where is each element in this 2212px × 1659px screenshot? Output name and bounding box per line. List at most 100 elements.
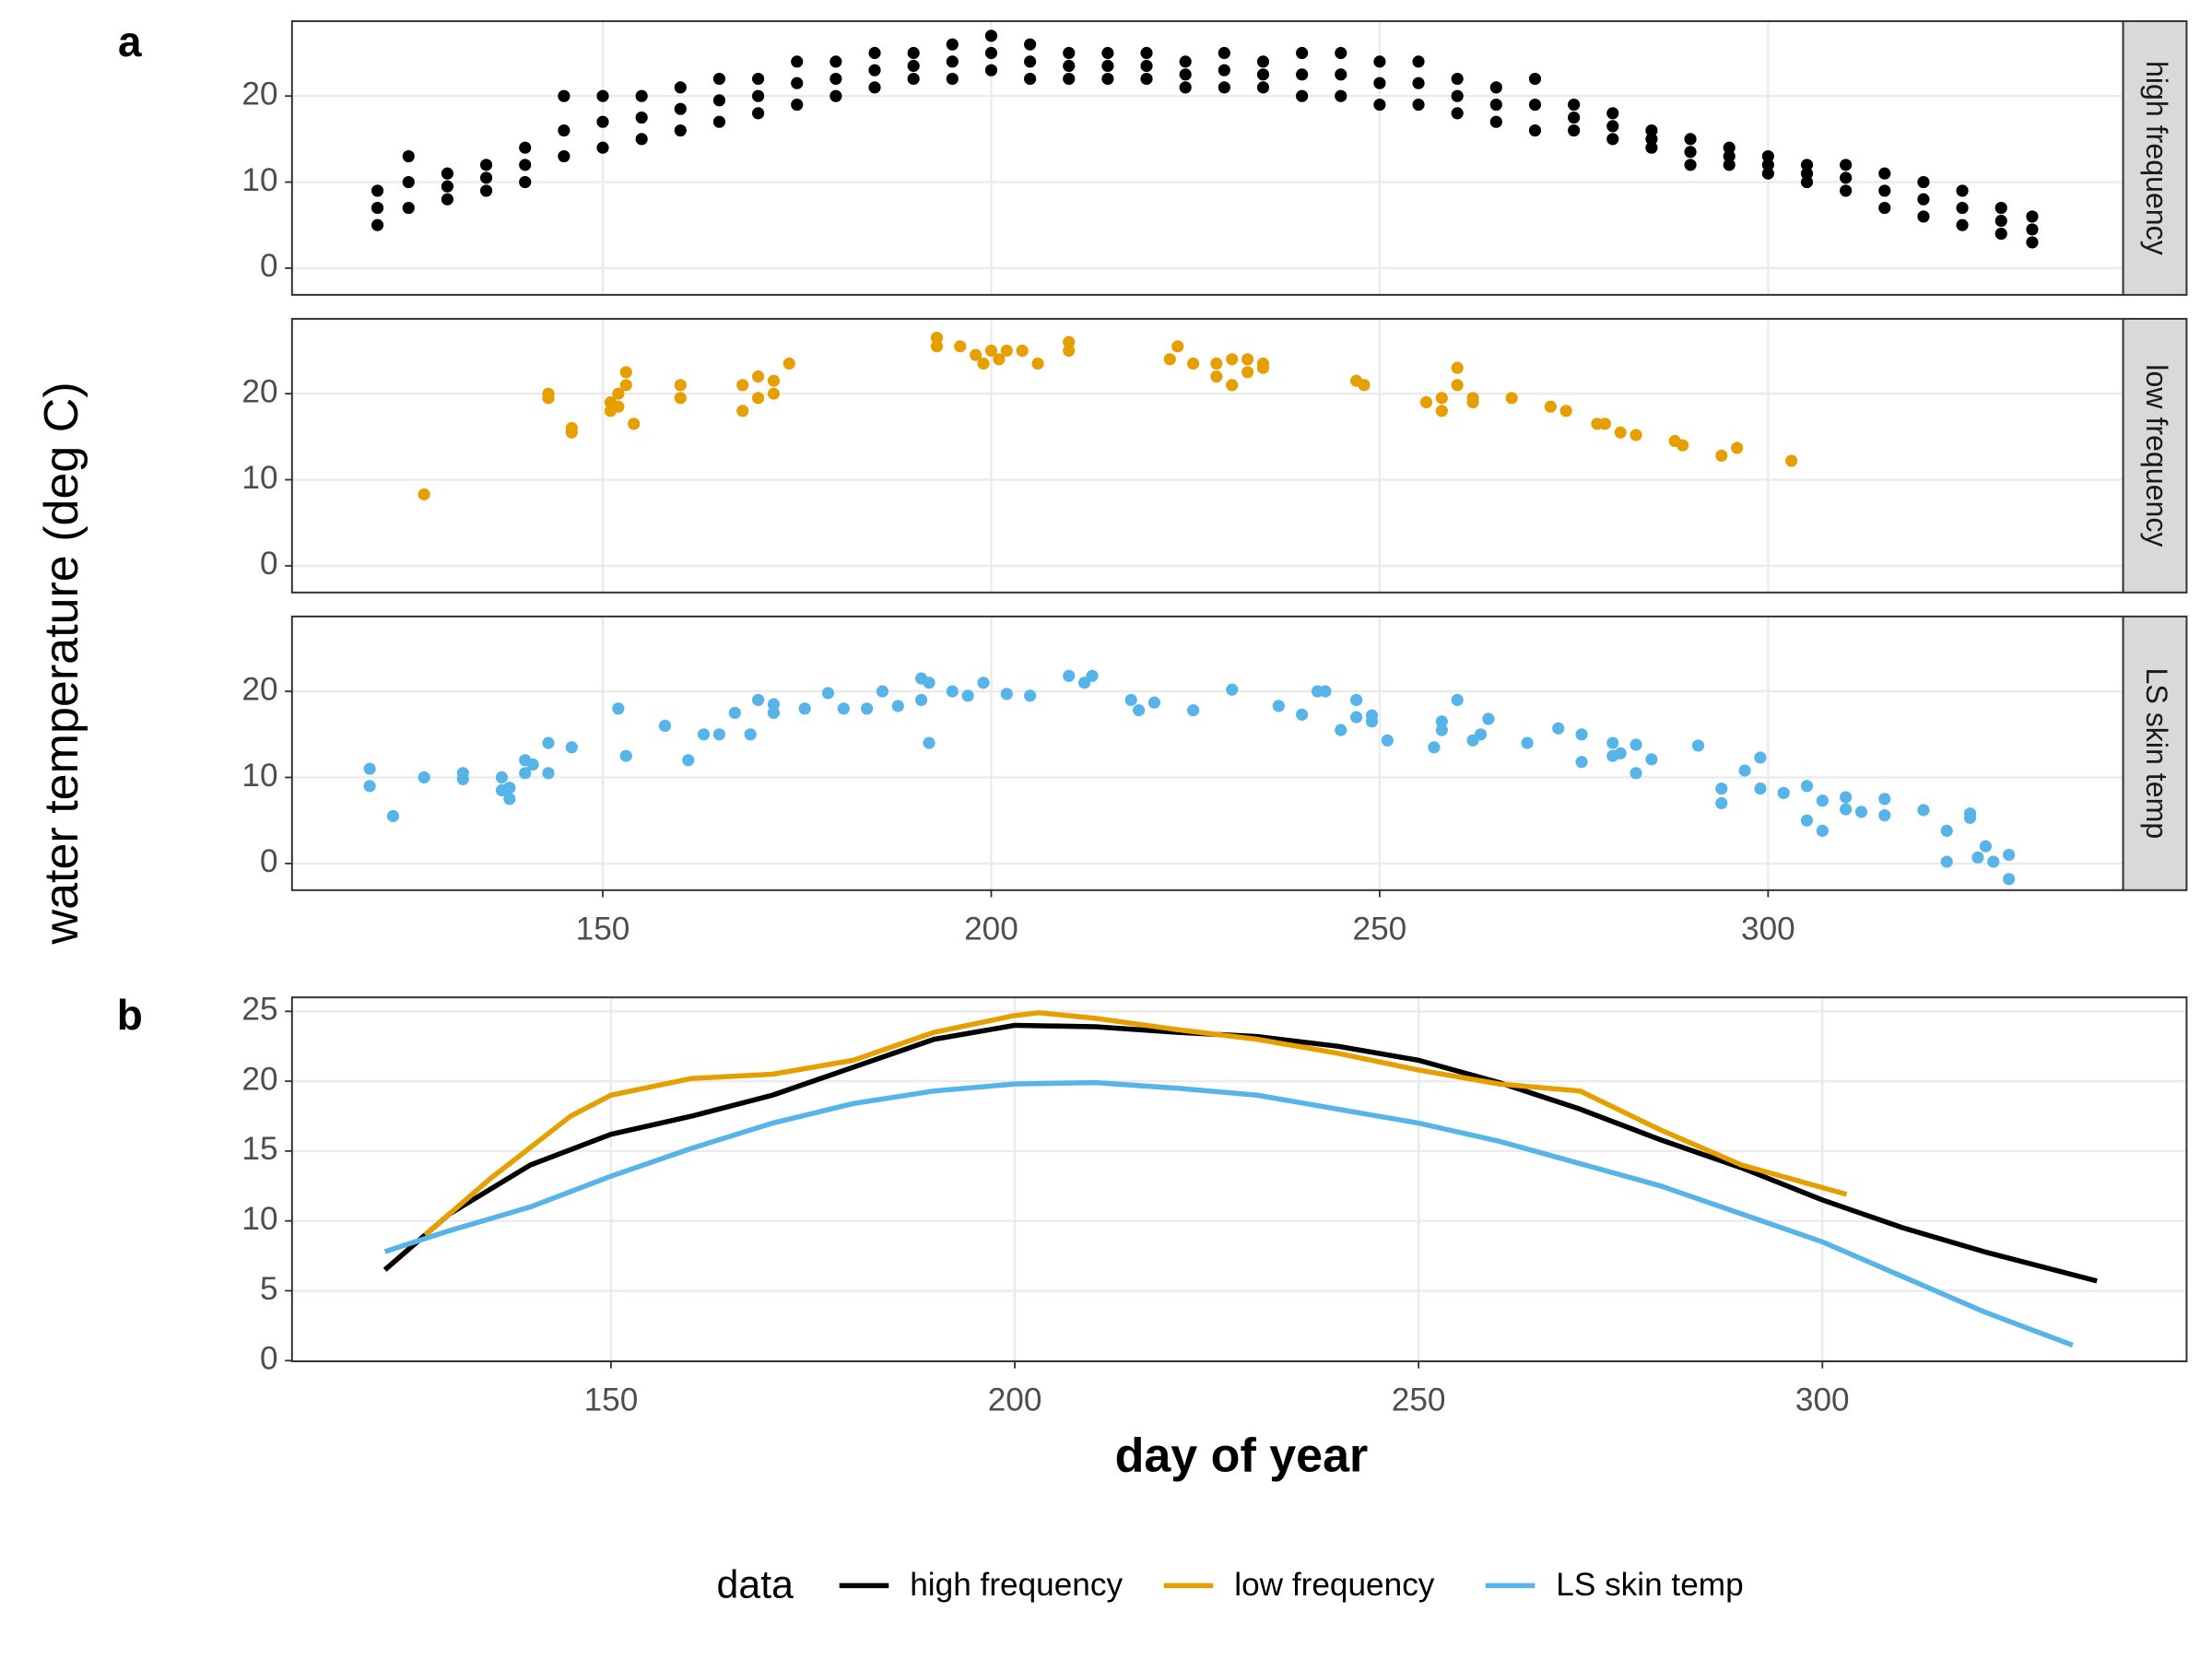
data-point <box>907 46 920 60</box>
data-point <box>752 107 765 120</box>
data-point <box>907 59 920 73</box>
data-point <box>1956 184 1969 197</box>
data-point <box>674 81 687 94</box>
data-point <box>752 370 765 383</box>
data-point <box>791 98 804 112</box>
data-point <box>402 175 415 189</box>
data-point <box>674 102 687 115</box>
y-tick-label: 10 <box>241 162 277 198</box>
data-point <box>402 149 415 163</box>
data-point <box>1840 791 1853 804</box>
data-point <box>861 702 874 715</box>
data-point <box>371 184 384 197</box>
data-point <box>1963 811 1977 824</box>
data-point <box>1163 353 1176 366</box>
data-point <box>2026 210 2039 223</box>
data-point <box>977 357 990 371</box>
data-point <box>1645 141 1658 154</box>
series-line <box>423 1010 1848 1237</box>
data-point <box>767 387 781 400</box>
data-point <box>1979 840 1992 853</box>
data-point <box>984 46 998 60</box>
data-point <box>946 72 959 86</box>
y-tick-label: 0 <box>260 248 278 284</box>
legend-label: high frequency <box>910 1567 1123 1603</box>
data-point <box>1816 824 1829 837</box>
data-point <box>1474 728 1488 741</box>
data-point <box>1800 175 1814 189</box>
data-point <box>1256 55 1270 68</box>
data-point <box>930 340 944 353</box>
data-point <box>1319 685 1332 698</box>
data-point <box>1738 764 1751 777</box>
data-point <box>767 374 781 387</box>
data-point <box>2026 236 2039 249</box>
data-point <box>1133 704 1146 717</box>
data-point <box>503 793 516 806</box>
data-point <box>1435 724 1448 736</box>
data-point <box>1840 159 1853 171</box>
data-point <box>970 348 982 361</box>
data-point <box>1840 803 1853 816</box>
data-point <box>1419 395 1433 409</box>
data-point <box>1101 59 1114 73</box>
y-tick-label: 0 <box>260 843 278 879</box>
data-point <box>1451 107 1464 120</box>
data-point <box>868 64 881 76</box>
data-point <box>1606 133 1619 146</box>
data-point <box>1559 405 1572 418</box>
data-point <box>1630 738 1642 751</box>
data-point <box>1917 175 1930 189</box>
data-point <box>697 728 711 741</box>
data-point <box>612 702 625 715</box>
data-point <box>519 175 532 189</box>
data-point <box>712 115 726 128</box>
data-point <box>1241 353 1254 366</box>
data-point <box>1296 89 1309 102</box>
data-point <box>798 702 811 715</box>
data-point <box>558 124 571 137</box>
data-point <box>930 331 944 345</box>
data-point <box>1575 756 1588 769</box>
data-point <box>1335 724 1347 736</box>
data-point <box>767 706 781 720</box>
data-point <box>1684 146 1697 159</box>
data-point <box>418 771 430 784</box>
data-point <box>542 392 555 405</box>
data-point <box>1761 149 1774 163</box>
data-point <box>1971 851 1984 864</box>
data-point <box>441 180 454 193</box>
data-point <box>565 741 578 754</box>
facet-strip <box>2122 317 2188 594</box>
data-point <box>1878 793 1891 806</box>
data-point <box>1000 688 1013 700</box>
data-point <box>1428 741 1441 754</box>
data-point <box>1063 669 1076 682</box>
data-point <box>371 218 384 231</box>
data-point <box>371 202 384 215</box>
data-point <box>1715 449 1728 462</box>
data-point <box>868 46 881 60</box>
data-point <box>674 379 687 392</box>
legend-label: LS skin temp <box>1556 1567 1743 1603</box>
data-point <box>1063 46 1076 60</box>
data-point <box>1101 46 1114 60</box>
data-point <box>565 426 578 439</box>
data-point <box>1435 392 1448 405</box>
data-point <box>635 111 648 124</box>
data-point <box>1684 133 1697 146</box>
data-point <box>1171 340 1184 353</box>
data-point <box>1878 167 1891 180</box>
data-point <box>674 124 687 137</box>
data-point <box>1715 796 1728 810</box>
data-point <box>619 379 632 392</box>
data-point <box>1024 38 1037 51</box>
data-point <box>1435 715 1448 728</box>
data-point <box>1489 81 1502 94</box>
data-point <box>1731 441 1744 454</box>
data-point <box>1241 366 1254 379</box>
data-point <box>1761 167 1774 180</box>
data-point <box>1994 202 2007 215</box>
data-point <box>658 719 672 733</box>
data-point <box>1840 184 1853 197</box>
